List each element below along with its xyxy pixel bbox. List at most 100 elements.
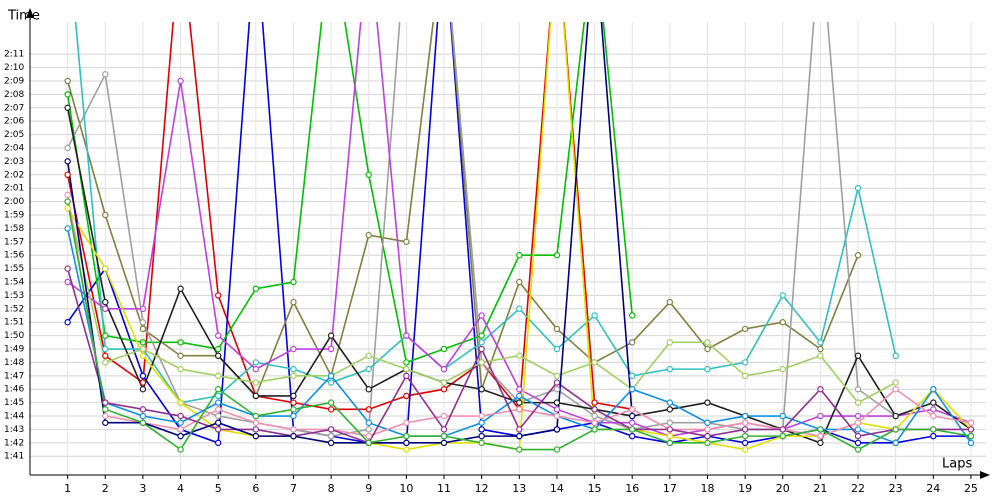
lap-point [741, 426, 749, 433]
lap-point [854, 386, 862, 393]
lap-point [327, 406, 335, 413]
lap-point [516, 352, 523, 359]
lap-point [365, 419, 372, 426]
lap-point [629, 312, 636, 319]
lap-point [327, 345, 335, 353]
lap-point [817, 345, 824, 353]
y-tick-label: 1:56 [4, 251, 24, 261]
x-arrow [980, 471, 990, 479]
lap-point [516, 399, 523, 406]
y-tick-label: 2:02 [4, 170, 24, 180]
lap-point [327, 432, 335, 440]
lap-point [64, 265, 71, 272]
lap-point [252, 392, 260, 400]
lap-point [102, 298, 109, 306]
lap-point [102, 305, 109, 313]
lap-point [440, 345, 448, 353]
lap-point [553, 379, 561, 386]
lap-point [64, 158, 71, 165]
lap-point [666, 439, 674, 447]
lap-point [290, 426, 297, 433]
lap-point [440, 365, 448, 373]
lap-point [64, 225, 71, 232]
lap-point [365, 406, 372, 413]
lap-point [403, 238, 410, 245]
lap-point [629, 339, 636, 346]
lap-point [214, 345, 222, 353]
lap-point [102, 211, 109, 219]
x-tick-label: 10 [399, 482, 413, 495]
lap-point [365, 426, 372, 433]
y-tick-label: 2:08 [4, 90, 24, 100]
y-tick-label: 2:00 [4, 197, 24, 207]
lap-point [516, 305, 523, 313]
lap-point [591, 406, 598, 413]
lap-point [252, 419, 260, 426]
y-tick-label: 1:55 [4, 264, 24, 274]
lap-point [817, 339, 824, 346]
lap-point [817, 439, 824, 447]
lap-point [102, 265, 109, 272]
lap-point [365, 439, 372, 447]
lap-point [516, 252, 523, 259]
x-axis-label: Laps [942, 457, 972, 472]
lap-point [214, 332, 222, 339]
lap-point [930, 399, 937, 406]
lap-point [553, 386, 561, 393]
lap-point [930, 386, 937, 393]
lap-point [327, 332, 335, 339]
lap-point [817, 426, 824, 433]
lap-point [779, 426, 786, 433]
x-tick-label: 13 [512, 482, 526, 495]
lap-point [478, 339, 485, 346]
lap-point [177, 426, 184, 433]
x-tick-label: 7 [290, 482, 297, 495]
lap-point [102, 332, 109, 339]
lap-point [629, 412, 636, 420]
lap-point [64, 77, 71, 85]
lap-point [440, 432, 448, 440]
lap-point [967, 419, 975, 426]
lap-point [252, 432, 260, 440]
lap-point [139, 419, 147, 426]
lap-point [854, 352, 862, 359]
lap-point [139, 339, 147, 346]
lap-point [64, 91, 71, 98]
lap-point [591, 312, 598, 319]
lap-point [290, 372, 297, 380]
lap-point [139, 372, 147, 380]
lap-point [403, 446, 410, 453]
lap-point [741, 446, 749, 453]
x-tick-label: 19 [738, 482, 752, 495]
y-tick-label: 1:54 [4, 278, 24, 288]
lap-point [629, 419, 636, 426]
lap-point [930, 432, 937, 440]
lap-point [102, 71, 109, 78]
y-tick-label: 1:41 [4, 452, 24, 462]
lap-point [102, 352, 109, 359]
lap-point [177, 399, 184, 406]
lap-point [440, 439, 448, 447]
x-tick-label: 11 [437, 482, 451, 495]
x-tick-label: 1 [64, 482, 71, 495]
lap-point [365, 171, 372, 178]
plot-area [64, 22, 975, 453]
lap-point [854, 439, 862, 447]
lap-point [779, 412, 786, 420]
lap-point [64, 205, 71, 212]
lap-point [741, 439, 749, 447]
y-tick-label: 1:53 [4, 291, 24, 301]
lap-point [139, 379, 147, 386]
lap-point [440, 386, 448, 393]
lap-point [177, 419, 184, 426]
lap-point [139, 305, 147, 313]
lap-point [403, 432, 410, 440]
lap-point [440, 412, 448, 420]
lap-point [327, 399, 335, 406]
lap-point [854, 446, 862, 453]
lap-point [854, 412, 862, 420]
lap-point [892, 439, 899, 447]
x-tick-label: 16 [625, 482, 639, 495]
lap-point [930, 426, 937, 433]
